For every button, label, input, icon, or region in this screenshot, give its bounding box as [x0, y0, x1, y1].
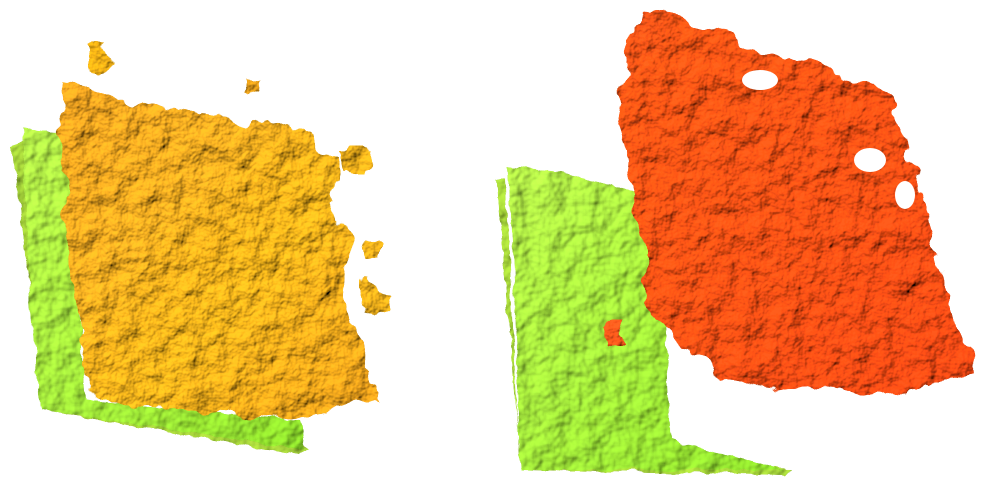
- orange-fragment: [240, 75, 262, 96]
- right-scene: [496, 10, 975, 475]
- red-surface: [615, 10, 975, 395]
- orange-fragment: [90, 40, 112, 75]
- orange-fragment: [362, 280, 390, 318]
- green-sheet: [508, 166, 785, 470]
- red-fragment: [605, 322, 625, 345]
- surface-hole: [854, 148, 886, 172]
- orange-fragment: [362, 236, 382, 262]
- orange-surface: [62, 82, 380, 418]
- surface-hole: [742, 70, 778, 90]
- orange-fragment: [340, 148, 372, 172]
- left-scene: [12, 40, 390, 455]
- surface-hole: [895, 181, 915, 209]
